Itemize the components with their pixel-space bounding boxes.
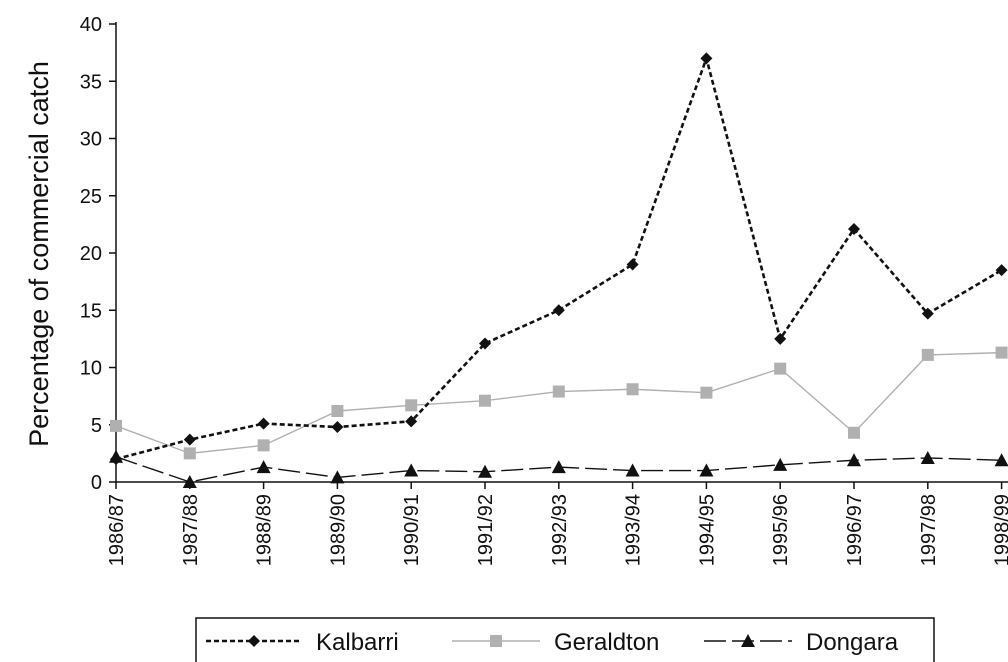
data-point-geraldton	[257, 439, 270, 452]
data-point-dongara	[256, 460, 271, 474]
data-point-kalbarri	[331, 421, 344, 434]
data-point-geraldton	[700, 386, 713, 399]
y-tick-label: 30	[80, 129, 102, 151]
data-point-dongara	[182, 475, 197, 488]
data-point-geraldton	[405, 399, 418, 412]
data-point-kalbarri	[183, 433, 196, 446]
legend-item-geraldton: Geraldton	[452, 629, 659, 656]
data-point-dongara	[699, 463, 714, 477]
x-tick-label: 1991/92	[475, 494, 497, 566]
data-point-dongara	[773, 457, 788, 471]
x-tick-label: 1990/91	[401, 494, 423, 566]
data-point-geraldton	[995, 346, 1008, 359]
data-point-kalbarri	[848, 222, 860, 235]
data-point-kalbarri	[995, 264, 1008, 277]
data-point-kalbarri	[921, 307, 934, 320]
axes: 0 5 10 15 20 25 30 35 40 1986/87 1987/88 1988/89 198…	[80, 14, 1008, 566]
x-tick-label: 1987/88	[180, 494, 202, 566]
x-tick-label: 1989/90	[327, 494, 349, 566]
series-line-geraldton	[115, 351, 1002, 455]
y-tick-label: 0	[91, 472, 102, 494]
data-point-kalbarri	[479, 337, 491, 350]
data-point-geraldton	[479, 394, 491, 407]
data-point-dongara	[404, 463, 419, 477]
x-tick-label: 1996/97	[844, 494, 866, 566]
series-geraldton	[110, 346, 1008, 460]
data-point-geraldton	[626, 383, 639, 396]
data-point-kalbarri	[700, 52, 713, 65]
series-kalbarri	[110, 52, 1008, 466]
legend-item-kalbarri: Kalbarri	[206, 629, 399, 656]
data-point-dongara	[920, 450, 935, 464]
x-tick-label: 1992/93	[549, 494, 571, 566]
series-dongara	[109, 449, 1008, 488]
data-point-kalbarri	[626, 258, 639, 271]
y-tick-label: 5	[91, 415, 102, 437]
series-line-kalbarri	[115, 57, 1003, 461]
x-tick-label: 1988/89	[254, 494, 276, 566]
data-point-dongara	[551, 460, 566, 474]
data-point-kalbarri	[110, 453, 122, 466]
x-tick-label: 1986/87	[106, 494, 128, 566]
data-point-geraldton	[552, 385, 565, 398]
legend-marker-geraldton	[490, 635, 502, 647]
legend-box	[195, 617, 935, 662]
y-tick-label: 35	[80, 71, 102, 93]
data-point-kalbarri	[774, 332, 787, 345]
x-tick-label: 1997/98	[918, 494, 940, 566]
data-point-dongara	[478, 464, 492, 478]
x-tick-label: 1995/96	[770, 494, 792, 566]
legend-label-dongara: Dongara	[806, 629, 899, 656]
y-axis-title: Percentage of commercial catch	[24, 61, 54, 447]
data-point-dongara	[330, 470, 345, 484]
data-point-geraldton	[774, 362, 787, 375]
legend-marker-kalbarri	[248, 635, 260, 647]
x-tick-label: 1993/94	[623, 494, 645, 566]
x-tick-label: 1994/95	[696, 494, 718, 566]
y-tick-label: 25	[80, 186, 102, 208]
data-point-kalbarri	[405, 415, 418, 428]
legend-marker-dongara	[741, 634, 755, 647]
data-point-dongara	[994, 453, 1008, 467]
y-tick-label: 10	[80, 358, 102, 380]
data-point-geraldton	[183, 447, 196, 460]
y-tick-label: 15	[80, 300, 102, 322]
legend: Kalbarri Geraldton Dongara	[195, 617, 935, 662]
data-point-dongara	[847, 453, 861, 467]
data-point-geraldton	[331, 405, 344, 418]
x-tick-label: 1998/99	[992, 494, 1008, 566]
legend-item-dongara: Dongara	[704, 629, 899, 656]
data-point-geraldton	[848, 426, 860, 439]
data-point-kalbarri	[257, 417, 270, 430]
series-layer	[109, 52, 1008, 488]
legend-label-geraldton: Geraldton	[554, 629, 659, 656]
data-point-geraldton	[921, 348, 934, 361]
y-tick-label: 40	[80, 14, 102, 36]
data-point-kalbarri	[552, 304, 565, 317]
legend-label-kalbarri: Kalbarri	[316, 629, 399, 656]
data-point-geraldton	[110, 419, 122, 432]
y-tick-label: 20	[80, 243, 102, 265]
data-point-dongara	[625, 463, 640, 477]
